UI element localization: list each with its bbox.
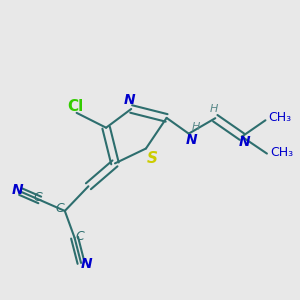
Text: CH₃: CH₃ — [268, 111, 292, 124]
Text: H: H — [192, 122, 200, 132]
Text: C: C — [33, 191, 42, 204]
Text: C: C — [76, 230, 84, 243]
Text: N: N — [124, 93, 136, 107]
Text: S: S — [147, 151, 158, 166]
Text: H: H — [210, 104, 218, 114]
Text: N: N — [238, 135, 250, 149]
Text: CH₃: CH₃ — [270, 146, 293, 159]
Text: Cl: Cl — [67, 99, 83, 114]
Text: N: N — [185, 133, 197, 147]
Text: C: C — [55, 202, 64, 215]
Text: N: N — [12, 183, 23, 197]
Text: N: N — [80, 257, 92, 272]
